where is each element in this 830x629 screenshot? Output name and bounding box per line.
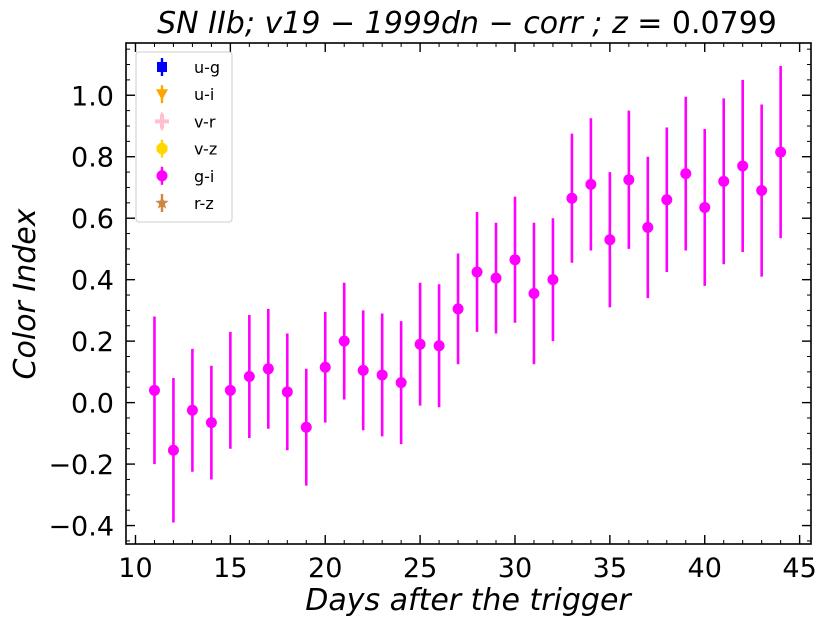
x-tick-label: 30 — [498, 553, 532, 584]
legend-marker-plus — [155, 114, 169, 129]
data-point — [775, 146, 787, 158]
data-point — [756, 185, 768, 197]
x-tick-label: 35 — [593, 553, 627, 584]
x-axis-title: Days after the trigger — [305, 583, 632, 618]
legend-label: g-i — [194, 167, 214, 186]
legend-label: v-r — [194, 112, 216, 131]
chart-title: SN IIb; v19 − 1999dn − corr ; z = 0.0799 — [157, 6, 777, 41]
data-point — [224, 384, 236, 396]
data-point — [604, 234, 616, 246]
legend-label: u-i — [194, 85, 214, 104]
legend: u-g u-i v-r v-z g-i r-z — [135, 51, 233, 223]
data-point — [642, 221, 654, 233]
legend-item-u-i: u-i — [156, 85, 214, 104]
data-point — [414, 338, 426, 350]
x-tick-label: 45 — [782, 553, 816, 584]
legend-label: u-g — [194, 58, 220, 77]
data-point — [547, 274, 559, 286]
data-point — [262, 363, 274, 375]
legend-entries: u-g u-i v-r v-z g-i r-z — [155, 58, 220, 213]
legend-item-g-i: g-i — [156, 166, 214, 186]
data-point — [623, 174, 635, 186]
plot-frame — [125, 42, 812, 545]
y-tick-label: −0.2 — [48, 450, 114, 481]
y-tick-label: 0.8 — [71, 143, 114, 174]
y-tick-label: 0.6 — [71, 204, 114, 235]
data-point — [376, 369, 388, 381]
legend-item-r-z: r-z — [155, 194, 214, 213]
data-point — [680, 168, 692, 180]
data-point — [699, 201, 711, 213]
data-point — [528, 288, 540, 299]
legend-box — [135, 51, 233, 223]
data-point — [300, 421, 312, 433]
data-point — [395, 377, 407, 389]
data-point — [718, 175, 730, 187]
legend-marker-octagon — [156, 143, 168, 155]
data-point — [243, 370, 255, 382]
data-point — [357, 364, 369, 376]
legend-label: r-z — [194, 194, 214, 213]
x-tick-label: 10 — [118, 553, 152, 584]
legend-marker-square — [157, 62, 167, 72]
y-tick-label: 0.2 — [71, 327, 114, 358]
x-tick-label: 25 — [403, 553, 437, 584]
y-tick-label: 0.4 — [71, 266, 114, 297]
data-point — [566, 192, 578, 204]
data-point — [471, 266, 483, 278]
data-point — [281, 386, 293, 398]
data-point — [186, 404, 198, 416]
x-tick-label: 15 — [213, 553, 247, 584]
data-point — [167, 444, 179, 456]
data-point — [661, 194, 673, 206]
legend-item-u-g: u-g — [157, 58, 220, 77]
legend-label: v-z — [194, 140, 217, 159]
data-point — [205, 417, 217, 429]
chart-title-italic: SN IIb; v19 − 1999dn − corr ; z — [157, 6, 629, 41]
data-points — [148, 146, 787, 456]
data-point — [319, 361, 331, 373]
chart-title-value: = 0.0799 — [628, 6, 777, 41]
data-point — [737, 160, 749, 172]
y-tick-label: 1.0 — [71, 81, 114, 112]
data-point — [148, 384, 160, 396]
legend-marker-star — [155, 196, 169, 209]
legend-item-v-r: v-r — [155, 112, 216, 131]
data-point — [509, 254, 521, 266]
y-tick-label: −0.4 — [48, 512, 114, 543]
legend-marker-circle — [156, 170, 168, 182]
data-point — [490, 272, 502, 284]
x-tick-label: 20 — [308, 553, 342, 584]
legend-item-v-z: v-z — [156, 139, 217, 159]
legend-marker-triangle-down — [156, 89, 168, 101]
x-tick-label: 40 — [688, 553, 722, 584]
y-axis-title: Color Index — [8, 208, 43, 379]
data-point — [452, 303, 464, 315]
data-point — [585, 178, 597, 190]
data-point — [433, 340, 445, 352]
data-point — [338, 335, 350, 347]
y-tick-label: 0.0 — [71, 389, 114, 420]
y-axis-ticks: −0.4 −0.2 0.0 0.2 0.4 0.6 0.8 1.0 — [48, 48, 811, 543]
